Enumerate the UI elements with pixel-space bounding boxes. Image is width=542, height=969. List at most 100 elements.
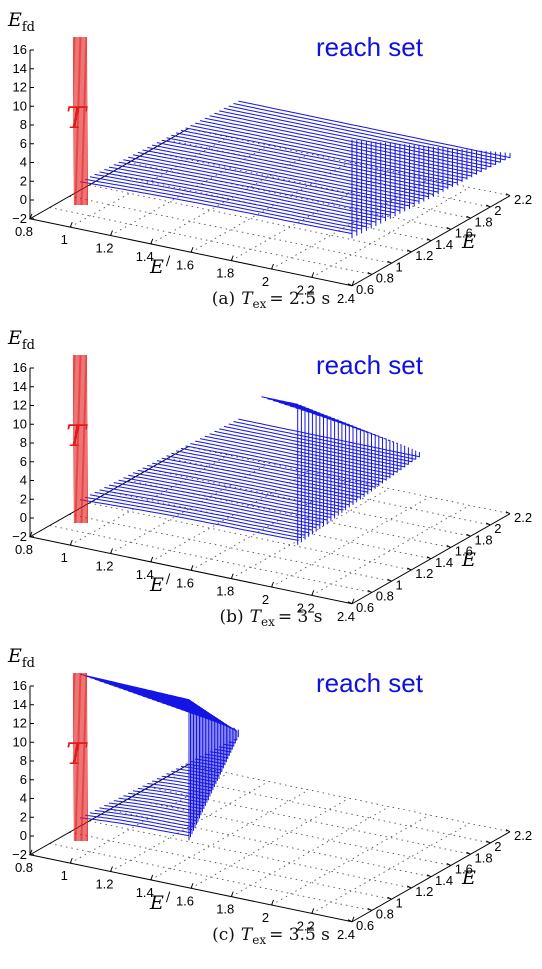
- target-hatch: [81, 354, 84, 524]
- y-tick-label: 1.6: [455, 862, 473, 877]
- y-tick-label: 1.8: [475, 214, 493, 229]
- caption-var: T: [241, 289, 254, 309]
- reach-set-curve: [137, 693, 208, 803]
- y-tick-label: 0.8: [376, 907, 394, 922]
- reach-set-curve: [161, 426, 361, 500]
- y-tick-mark: [505, 829, 511, 833]
- z-tick-label: 10: [13, 98, 27, 113]
- caption: (b) Tex = 3 s: [220, 607, 323, 629]
- y-tick-label: 1.6: [455, 544, 473, 559]
- x-tick-label: 2.4: [337, 291, 355, 306]
- caption: (c) Tex = 3.5 s: [212, 925, 330, 947]
- reach-set-curve: [152, 423, 354, 505]
- z-axis-label-sub: fd: [22, 656, 35, 671]
- target-hatch: [86, 354, 88, 524]
- reach-set-curve: [99, 141, 372, 229]
- x-tick-mark: [150, 874, 154, 881]
- target-set: [72, 672, 88, 842]
- y-tick-mark: [347, 601, 353, 605]
- reach-set-curve: [238, 100, 511, 159]
- reach-set-curve: [104, 405, 317, 532]
- z-tick-label: −2: [12, 529, 27, 544]
- x-tick-label: 1.6: [176, 257, 194, 272]
- x-tick-label: 1.4: [136, 249, 154, 264]
- target-hatch: [86, 672, 88, 842]
- target-hatch: [81, 672, 84, 842]
- z-axis-label-sub: fd: [22, 20, 35, 35]
- target-label: T: [66, 101, 88, 136]
- y-tick-mark: [407, 567, 412, 571]
- x-tick-label: 1.4: [136, 885, 154, 900]
- reach-set-curve: [223, 107, 497, 165]
- x-axis-label: E /: [149, 572, 171, 596]
- grid-line-y: [89, 820, 412, 889]
- target-label: T: [66, 419, 88, 454]
- x-tick-label: 2: [262, 910, 269, 925]
- y-tick-label: 1: [396, 895, 403, 910]
- x-tick-label: 2.4: [337, 927, 355, 942]
- target-hatch: [83, 672, 86, 842]
- reach-set-curve: [228, 725, 236, 744]
- y-tick-mark: [486, 522, 491, 526]
- x-axis-label-main: E: [149, 892, 164, 914]
- y-tick-mark: [446, 227, 451, 230]
- x-tick-mark: [29, 849, 33, 855]
- grid-line-y: [89, 502, 412, 571]
- caption-eq: = 2.5 s: [269, 289, 330, 309]
- z-tick-label: 4: [20, 155, 27, 170]
- target-set: [72, 36, 88, 206]
- target-hatch: [77, 36, 80, 206]
- reach-set-curve: [137, 418, 343, 513]
- x-tick-label: 2.4: [337, 609, 355, 624]
- x-tick-mark: [110, 548, 113, 554]
- y-tick-mark: [387, 896, 392, 900]
- target-hatch: [83, 354, 86, 524]
- y-tick-mark: [367, 908, 372, 911]
- z-tick-label: 2: [20, 491, 27, 506]
- reach-set-curve: [113, 685, 200, 819]
- x-tick-label: 1.4: [136, 567, 154, 582]
- y-tick-label: 1.4: [435, 237, 453, 252]
- z-tick-label: 12: [13, 80, 27, 95]
- x-tick-label: 1.2: [95, 877, 113, 892]
- x-tick-label: 0.8: [15, 224, 33, 239]
- x-tick-label: 1.6: [176, 893, 194, 908]
- z-axis-label: Efd: [7, 327, 35, 353]
- reach-set-curve: [128, 690, 205, 809]
- reach-set-curve: [195, 122, 468, 180]
- x-tick-label: 2.2: [297, 282, 315, 297]
- grid-line-y: [89, 184, 412, 253]
- y-tick-mark: [505, 511, 511, 515]
- reach-set: [80, 396, 420, 545]
- caption-eq: = 3.5 s: [269, 925, 330, 945]
- y-tick-mark: [367, 590, 372, 593]
- caption-sub: ex: [253, 297, 267, 311]
- target-hatch: [75, 672, 78, 842]
- x-tick-mark: [311, 908, 315, 914]
- reach-set-curve: [176, 132, 449, 190]
- target-hatch: [83, 36, 86, 206]
- z-tick-label: 16: [13, 678, 27, 693]
- reach-set-curve: [199, 120, 473, 178]
- x-tick-label: 2.2: [297, 918, 315, 933]
- x-tick-label: 2: [262, 274, 269, 289]
- x-tick-mark: [110, 230, 113, 236]
- y-tick-label: 2.2: [514, 510, 532, 525]
- y-tick-label: 1: [396, 259, 403, 274]
- x-tick-mark: [230, 255, 234, 261]
- target-hatch: [84, 36, 87, 206]
- target-hatch: [76, 36, 79, 206]
- z-tick-label: −2: [12, 847, 27, 862]
- reach-set-curve: [118, 411, 328, 524]
- z-tick-label: 8: [20, 753, 27, 768]
- target-hatch: [81, 36, 84, 206]
- reach-set-curve: [233, 421, 417, 460]
- reach-set-curve: [228, 105, 501, 163]
- target-hatch: [75, 354, 78, 524]
- z-tick-label: 2: [20, 809, 27, 824]
- x-tick-mark: [271, 899, 274, 906]
- reach-set-curve: [80, 396, 299, 545]
- z-tick-label: 8: [20, 435, 27, 450]
- z-tick-label: 14: [13, 697, 27, 712]
- grid-line-y: [128, 798, 451, 866]
